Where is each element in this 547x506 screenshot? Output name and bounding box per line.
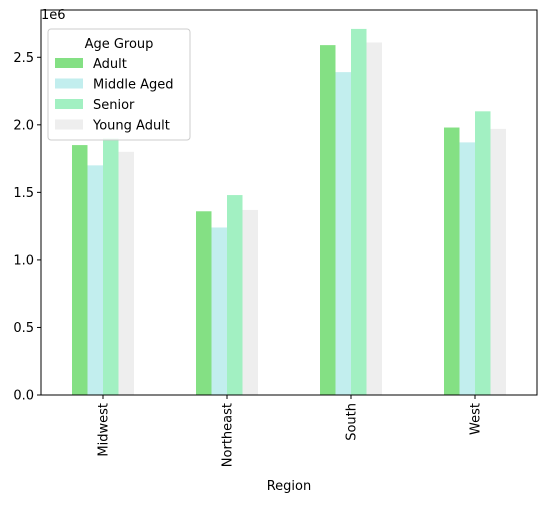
bar-senior-west — [475, 111, 491, 395]
bar-middle-aged-northeast — [211, 227, 227, 395]
bar-senior-midwest — [103, 138, 119, 396]
legend-label: Adult — [93, 57, 127, 72]
legend-swatch — [55, 119, 83, 130]
bar-middle-aged-south — [335, 72, 351, 395]
x-tick-label: Northeast — [221, 403, 236, 467]
y-tick-label: 0.0 — [13, 389, 34, 404]
legend-label: Senior — [93, 98, 135, 113]
legend-box — [47, 28, 191, 141]
bar-young-adult-south — [366, 42, 382, 395]
y-tick-label: 1.0 — [13, 253, 34, 268]
y-tick-label: 2.0 — [13, 118, 34, 133]
bar-senior-south — [351, 28, 367, 395]
x-tick-label: West — [469, 403, 484, 435]
legend-title: Age Group — [85, 37, 154, 52]
bar-middle-aged-midwest — [87, 165, 103, 395]
bar-adult-west — [444, 127, 460, 396]
y-tick-label: 0.5 — [13, 321, 34, 336]
x-tick-label: South — [345, 403, 360, 441]
bars-layer — [72, 28, 506, 396]
y-tick-label: 1.5 — [13, 186, 34, 201]
x-tick-label: Midwest — [97, 403, 112, 457]
bar-adult-midwest — [72, 145, 88, 395]
y-axis-ticks: 0.0 0.5 1.0 1.5 2.0 2.5 — [13, 51, 41, 404]
y-tick-label: 2.5 — [13, 51, 34, 66]
bar-young-adult-west — [490, 128, 506, 395]
legend-swatch — [55, 58, 83, 68]
bar-adult-northeast — [196, 211, 212, 395]
bar-senior-northeast — [227, 195, 243, 395]
legend: Age Group Adult Middle Aged Senior Young Ad… — [47, 28, 191, 141]
bar-middle-aged-west — [459, 142, 475, 395]
bar-young-adult-northeast — [242, 209, 258, 395]
legend-label: Middle Aged — [93, 78, 173, 93]
x-axis-label: Region — [267, 479, 312, 494]
legend-label: Young Adult — [92, 119, 170, 134]
legend-swatch — [55, 99, 83, 109]
y-scale-label: 1e6 — [41, 8, 66, 23]
legend-swatch — [55, 78, 83, 89]
x-axis-ticks: Midwest Northeast South West — [97, 395, 484, 467]
bar-young-adult-midwest — [118, 151, 134, 395]
bar-adult-south — [320, 45, 336, 396]
plot-frame — [40, 9, 538, 396]
